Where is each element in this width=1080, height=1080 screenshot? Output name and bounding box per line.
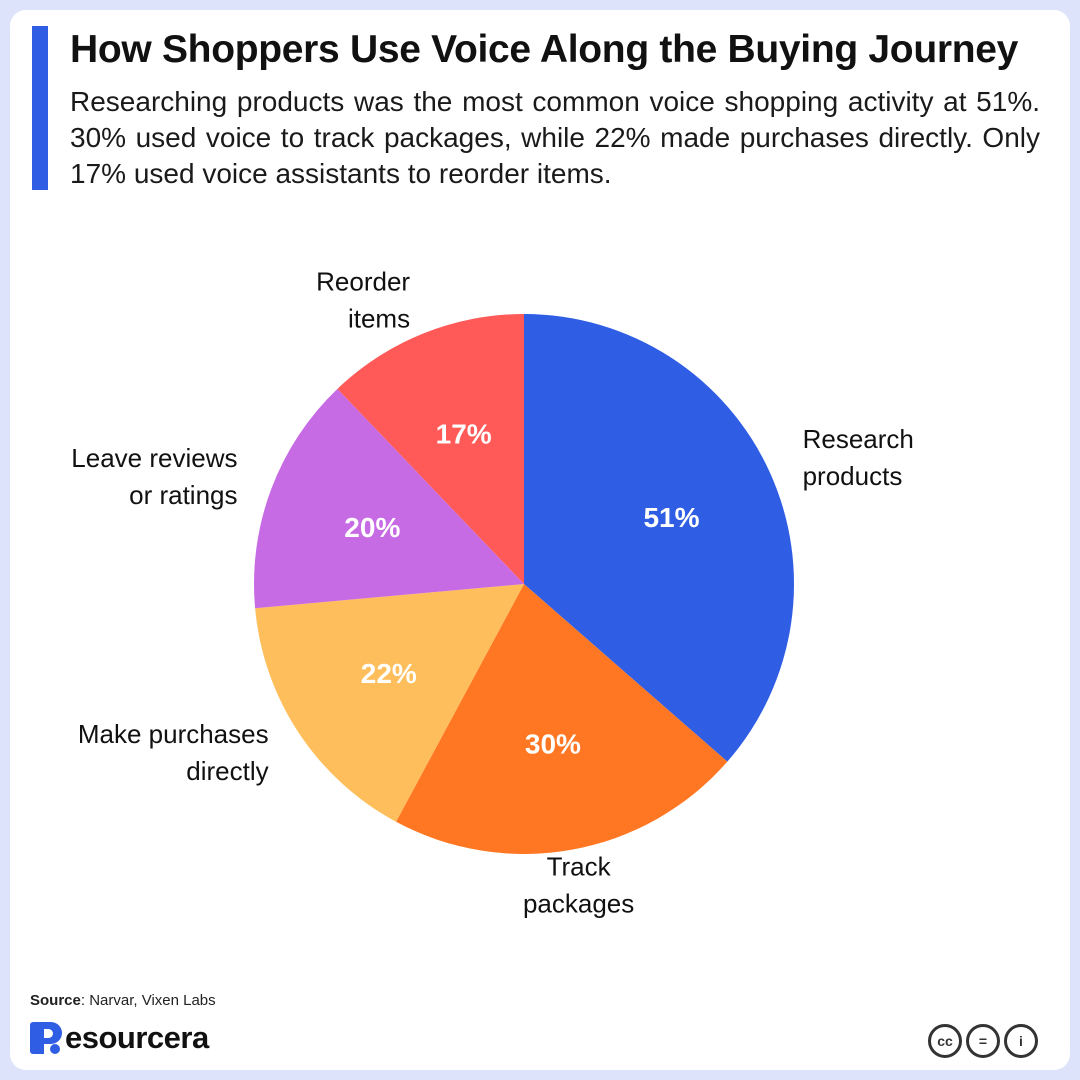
no-derivatives-icon: = [966,1024,1000,1058]
pie-slice-0 [524,314,794,762]
pie-slice-1 [396,584,728,854]
page-subtitle: Researching products was the most common… [70,86,1040,189]
slice-category-label-0: Research products [803,424,914,491]
pie-slice-3 [254,388,524,609]
brand-name: esourcera [65,1020,209,1055]
source-text: : Narvar, Vixen Labs [80,992,216,1009]
creative-commons-icon: cc [928,1024,962,1058]
pie-slice-2 [255,584,524,822]
slice-category-label-3: Leave reviews or ratings [71,443,237,510]
brand-mark-icon [30,1022,62,1054]
slice-value-label-3: 20% [344,512,400,543]
slice-category-label-2: Make purchases directly [78,719,269,786]
license-badge: cc = i [928,1024,1038,1058]
slice-value-label-2: 22% [361,658,417,689]
page-title: How Shoppers Use Voice Along the Buying … [70,28,1019,71]
slice-category-label-4: Reorder items [316,266,410,333]
source-note: Source: Narvar, Vixen Labs [30,992,216,1009]
slice-value-label-0: 51% [643,502,699,533]
slice-value-label-1: 30% [525,728,581,759]
brand-logo: esourcera [30,1020,209,1056]
slice-category-label-1: Track packages [523,852,634,919]
slice-value-label-4: 17% [436,419,492,450]
title-accent-bar [32,26,48,190]
source-label: Source [30,992,81,1009]
pie-slice-4 [337,314,524,584]
attribution-icon: i [1004,1024,1038,1058]
